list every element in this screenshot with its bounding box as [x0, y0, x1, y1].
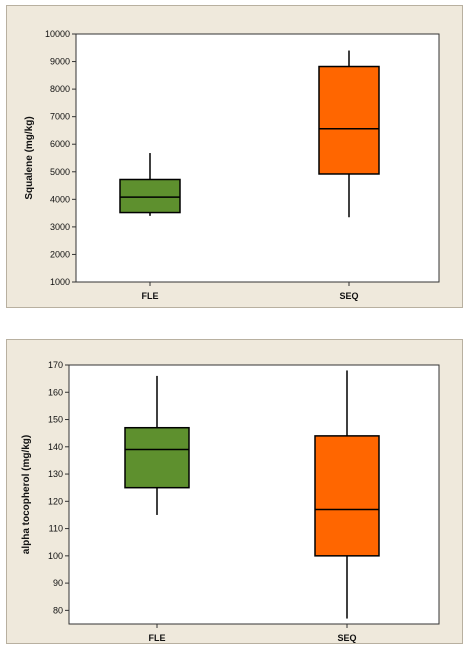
- squalene-chart: 1000 2000 3000 4000 5000 6000 7000 8000 9000 1000…: [24, 29, 440, 301]
- squalene-y-tick-label: 1000: [50, 277, 70, 287]
- tocopherol-y-axis-label: alpha tocopherol (mg/kg): [21, 435, 32, 554]
- squalene-y-tick-label: 8000: [50, 84, 70, 94]
- tocopherol-y-tick-label: 130: [48, 469, 63, 479]
- tocopherol-y-tick-label: 80: [53, 605, 63, 615]
- squalene-y-tick-label: 7000: [50, 112, 70, 122]
- tocopherol-chart: 80 90 100 110 120 130 140 150 160 170 alpha tocoph…: [21, 360, 440, 643]
- tocopherol-chart-panel: 80 90 100 110 120 130 140 150 160 170 alpha tocoph…: [6, 339, 463, 644]
- squalene-fle-category-label: FLE: [142, 291, 159, 301]
- squalene-plot-area: [75, 33, 440, 283]
- tocopherol-y-tick-label: 160: [48, 387, 63, 397]
- squalene-y-tick-label: 4000: [50, 194, 70, 204]
- squalene-y-tick-label: 6000: [50, 139, 70, 149]
- tocopherol-y-tick-label: 120: [48, 496, 63, 506]
- squalene-y-tick-label: 10000: [45, 29, 70, 39]
- tocopherol-y-tick-label: 170: [48, 360, 63, 370]
- tocopherol-y-tick-label: 140: [48, 442, 63, 452]
- tocopherol-y-tick-label: 150: [48, 415, 63, 425]
- tocopherol-fle-box: [124, 426, 190, 489]
- squalene-chart-panel: 1000 2000 3000 4000 5000 6000 7000 8000 9000 1000…: [6, 5, 463, 308]
- squalene-y-axis-label: Squalene (mg/kg): [24, 116, 35, 199]
- squalene-y-tick-label: 2000: [50, 249, 70, 259]
- squalene-seq-box: [318, 65, 380, 175]
- squalene-y-tick-label: 9000: [50, 57, 70, 67]
- squalene-fle-box: [119, 178, 181, 214]
- squalene-y-tick-label: 3000: [50, 222, 70, 232]
- tocopherol-fle-category-label: FLE: [149, 633, 166, 643]
- squalene-y-tick-label: 5000: [50, 167, 70, 177]
- tocopherol-y-tick-label: 110: [49, 524, 63, 534]
- tocopherol-seq-box: [314, 435, 380, 557]
- tocopherol-y-tick-label: 100: [48, 551, 63, 561]
- tocopherol-seq-category-label: SEQ: [337, 633, 356, 643]
- squalene-seq-category-label: SEQ: [339, 291, 358, 301]
- tocopherol-plot-area: [68, 364, 440, 625]
- tocopherol-y-tick-label: 90: [53, 578, 63, 588]
